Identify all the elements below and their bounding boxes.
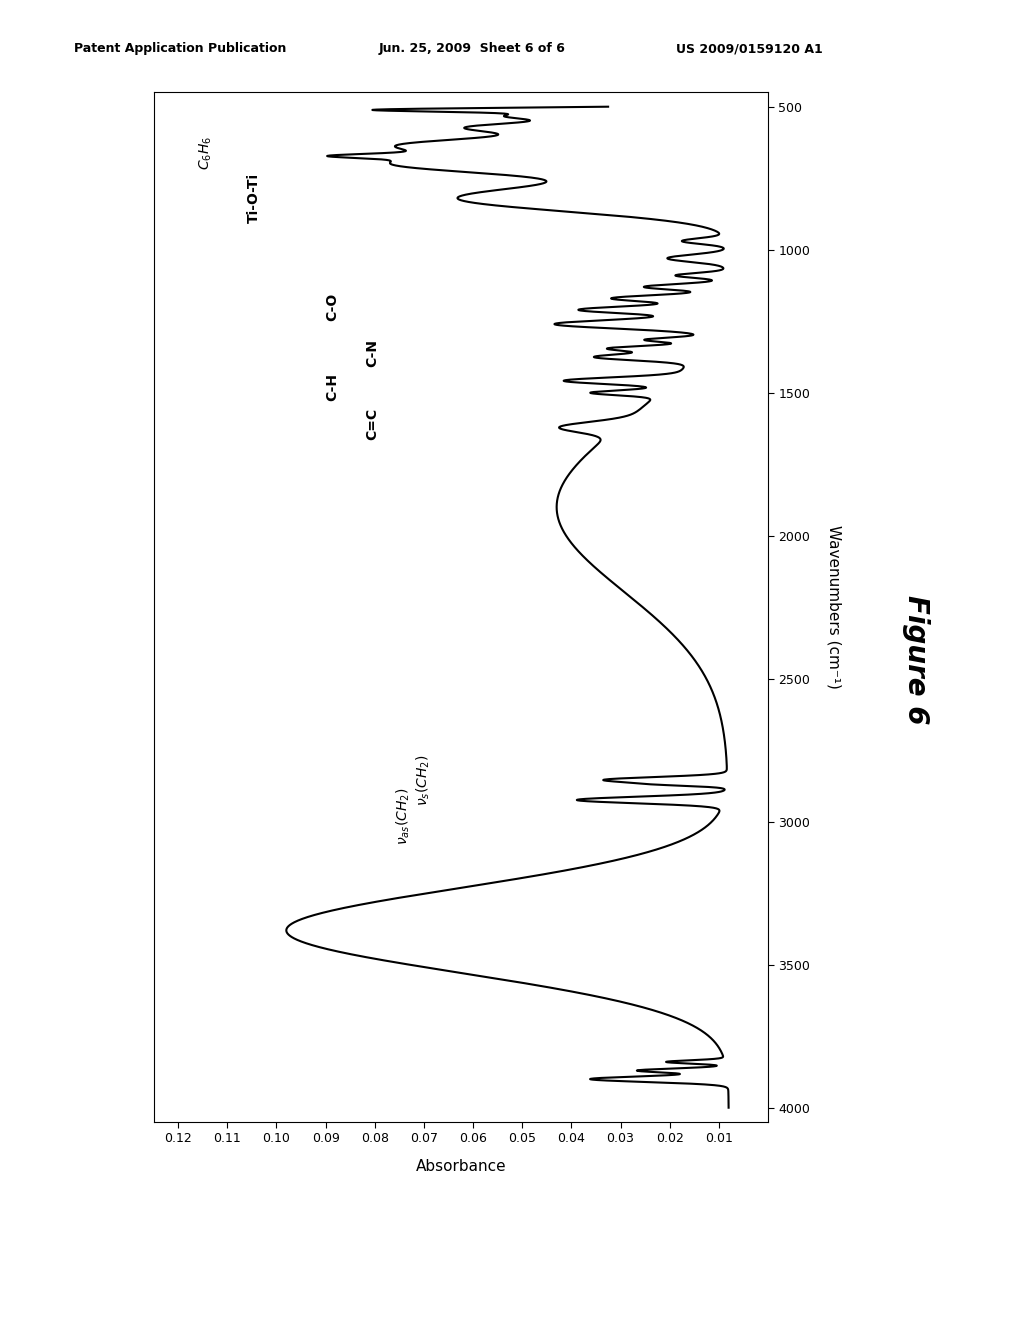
Text: US 2009/0159120 A1: US 2009/0159120 A1 xyxy=(676,42,822,55)
Y-axis label: Wavenumbers (cm⁻¹): Wavenumbers (cm⁻¹) xyxy=(827,525,842,689)
Text: $C_6H_6$: $C_6H_6$ xyxy=(198,136,214,169)
Text: C=C: C=C xyxy=(365,408,379,441)
X-axis label: Absorbance: Absorbance xyxy=(416,1159,506,1175)
Text: C-N: C-N xyxy=(365,339,379,367)
Text: Patent Application Publication: Patent Application Publication xyxy=(74,42,286,55)
Text: Figure 6: Figure 6 xyxy=(902,595,931,725)
Text: Jun. 25, 2009  Sheet 6 of 6: Jun. 25, 2009 Sheet 6 of 6 xyxy=(379,42,565,55)
Text: C-O: C-O xyxy=(326,293,340,321)
Text: Ti-O-Ti: Ti-O-Ti xyxy=(247,173,261,223)
Text: C-H: C-H xyxy=(326,374,340,401)
Text: $\nu_s(CH_2)$: $\nu_s(CH_2)$ xyxy=(414,754,431,805)
Text: $\nu_{as}(CH_2)$: $\nu_{as}(CH_2)$ xyxy=(394,787,412,845)
